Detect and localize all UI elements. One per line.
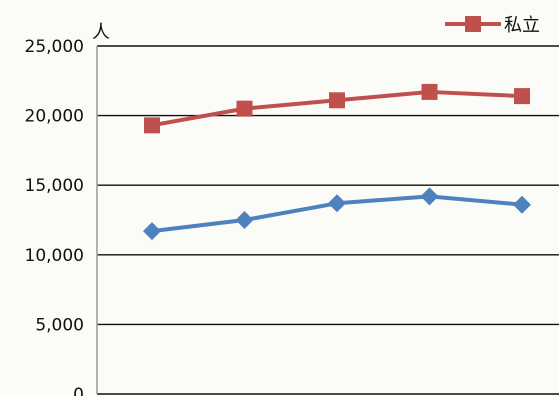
series-2 — [143, 187, 531, 241]
y-tick-label: 0 — [73, 385, 84, 396]
data-point-square — [514, 88, 530, 105]
data-point-diamond — [235, 211, 254, 229]
y-tick-label: 5,000 — [35, 315, 84, 335]
y-axis-unit-label: 人 — [92, 22, 110, 43]
y-tick-label: 15,000 — [25, 176, 84, 196]
legend-marker — [465, 16, 481, 32]
data-point-diamond — [328, 194, 346, 213]
legend-label: 私立 — [504, 15, 540, 36]
data-point-square — [329, 92, 345, 109]
data-point-square — [236, 100, 253, 117]
data-point-square — [421, 83, 438, 100]
series-1 — [144, 83, 530, 134]
series-layer — [143, 83, 531, 241]
data-point-diamond — [420, 187, 439, 206]
data-point-square — [144, 117, 160, 134]
y-tick-label: 25,000 — [25, 37, 84, 57]
gridlines — [97, 45, 559, 395]
y-tick-labels: 0 5,000 10,000 15,000 20,000 25,000 — [25, 37, 84, 396]
legend: 私立 — [445, 15, 540, 36]
data-point-diamond — [513, 195, 531, 214]
y-tick-label: 10,000 — [25, 246, 84, 266]
y-tick-label: 20,000 — [25, 107, 84, 127]
data-point-diamond — [143, 222, 161, 241]
